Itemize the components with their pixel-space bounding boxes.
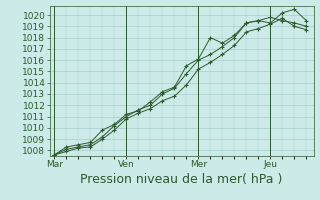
X-axis label: Pression niveau de la mer( hPa ): Pression niveau de la mer( hPa ) <box>80 173 283 186</box>
